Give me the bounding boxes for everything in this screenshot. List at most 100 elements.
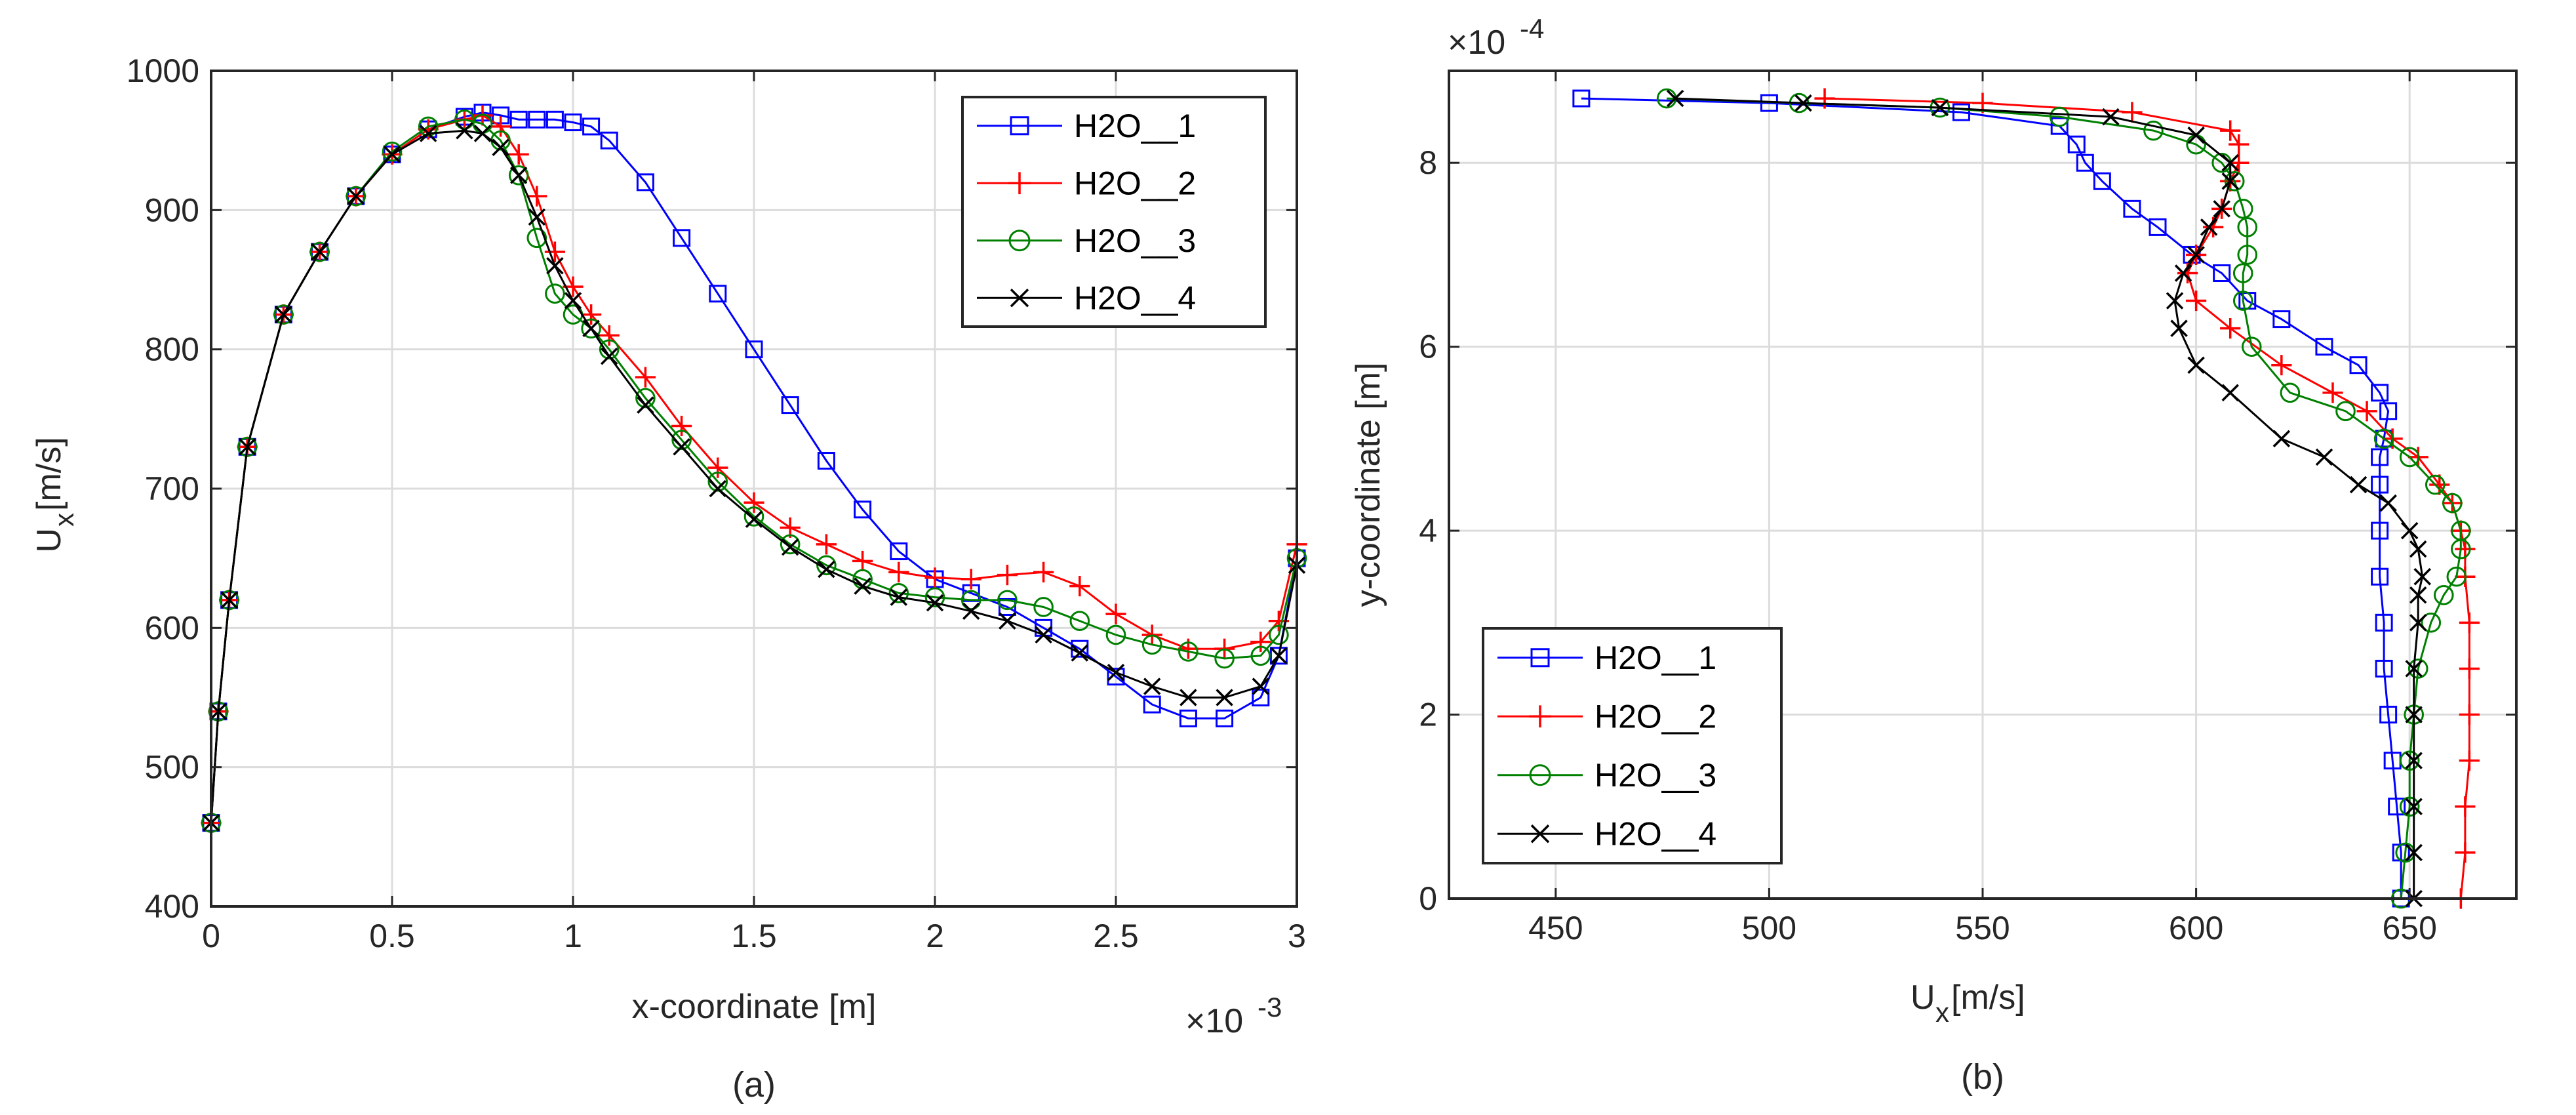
data-point — [673, 229, 691, 247]
data-point — [209, 702, 228, 720]
data-point — [1931, 98, 1949, 117]
data-point — [997, 590, 1018, 611]
legend-box — [961, 96, 1267, 328]
data-point — [2271, 355, 2292, 376]
data-point — [1069, 611, 1090, 632]
data-point — [2315, 338, 2333, 356]
data-point — [2421, 613, 2442, 633]
data-point — [2187, 246, 2205, 264]
legend-label: H2O__3 — [1074, 222, 1196, 259]
data-point — [2429, 474, 2450, 495]
data-point — [2187, 126, 2205, 144]
data-point — [707, 472, 728, 492]
data-point — [2335, 401, 2356, 422]
x-tick-label: 500 — [1742, 910, 1796, 946]
legend-label: H2O__2 — [1595, 698, 1716, 735]
data-point — [582, 117, 601, 136]
data-point — [2425, 474, 2446, 495]
x-axis-label-subscript: x — [1935, 997, 1949, 1028]
data-point — [1216, 709, 1234, 727]
data-point — [818, 560, 835, 578]
data-point — [2379, 706, 2398, 724]
data-point — [2405, 843, 2423, 862]
data-point — [2170, 319, 2188, 337]
data-point — [635, 367, 656, 388]
data-point — [2371, 476, 2389, 494]
data-point — [2455, 842, 2476, 863]
data-point — [2349, 476, 2368, 494]
data-point — [2446, 566, 2467, 587]
x-tick-label: 1.5 — [731, 918, 777, 954]
data-point — [2221, 384, 2239, 402]
data-point — [1250, 631, 1271, 653]
data-point — [273, 304, 294, 325]
data-point — [1069, 576, 1090, 597]
data-point — [707, 457, 728, 478]
data-point — [309, 241, 330, 262]
data-point — [275, 306, 292, 323]
x-tick-label: 650 — [2382, 910, 2436, 946]
data-point — [546, 257, 564, 275]
data-point — [1071, 644, 1089, 662]
data-point — [852, 550, 873, 572]
data-point — [2375, 613, 2393, 632]
data-point — [490, 116, 511, 137]
data-point — [1179, 689, 1197, 706]
data-point — [582, 319, 600, 338]
x-axis-label-unit: [m/s] — [1951, 979, 2025, 1017]
legend-marker — [1010, 116, 1029, 136]
data-point — [816, 555, 837, 576]
data-point — [888, 582, 909, 603]
panel-b: 450 500 550 600 65002468H2O__1H2O__2H2O__3H2… — [1349, 13, 2518, 1097]
data-point — [2459, 704, 2480, 725]
data-point — [2399, 796, 2420, 817]
data-point — [671, 415, 692, 437]
data-point — [456, 122, 473, 140]
data-point — [2375, 659, 2393, 678]
data-point — [709, 479, 727, 498]
y-axis-label-subscript: x — [49, 513, 79, 527]
data-point — [780, 534, 801, 555]
legend-label: H2O__4 — [1595, 815, 1716, 852]
data-point — [2356, 401, 2377, 422]
data-point — [544, 241, 565, 262]
legend-box — [1482, 627, 1783, 864]
y-multiplier: ×10 — [1448, 24, 1505, 62]
data-point — [526, 228, 547, 249]
y-tick-label: 800 — [145, 331, 199, 368]
data-point — [2229, 134, 2249, 155]
data-point — [854, 500, 872, 519]
data-point — [2409, 540, 2427, 558]
data-point — [1178, 641, 1199, 662]
data-point — [2213, 264, 2231, 282]
y-tick-label: 900 — [145, 192, 199, 228]
data-point — [347, 187, 365, 205]
data-point — [492, 138, 509, 157]
legend-marker — [1010, 289, 1029, 308]
data-point — [961, 569, 981, 590]
data-point — [2200, 218, 2218, 236]
data-point — [545, 283, 565, 304]
data-point — [2399, 447, 2420, 468]
x-tick-label: 0 — [202, 918, 220, 954]
panel-a: 0 0.5 1 1.5 2 2.5 3 400 500 600 700 800 900 1000 H2O__… — [30, 52, 1307, 1105]
data-point — [2459, 750, 2480, 771]
data-point — [2379, 402, 2398, 420]
data-point — [2405, 798, 2423, 816]
data-point — [1179, 709, 1197, 727]
data-point — [2143, 120, 2164, 141]
data-point — [509, 167, 528, 184]
data-point — [2123, 199, 2141, 218]
x-axis-label-main: U — [1911, 979, 1935, 1017]
data-point — [637, 396, 654, 414]
data-point — [564, 292, 582, 310]
legend: H2O__1 H2O__2 H2O__3 H2O__4 — [961, 96, 1267, 328]
data-point — [2067, 135, 2086, 153]
data-point — [2459, 612, 2480, 633]
data-point — [1107, 664, 1125, 681]
data-point — [1269, 624, 1289, 645]
data-point — [2272, 310, 2291, 329]
data-point — [2122, 102, 2143, 123]
data-point — [1250, 645, 1271, 666]
